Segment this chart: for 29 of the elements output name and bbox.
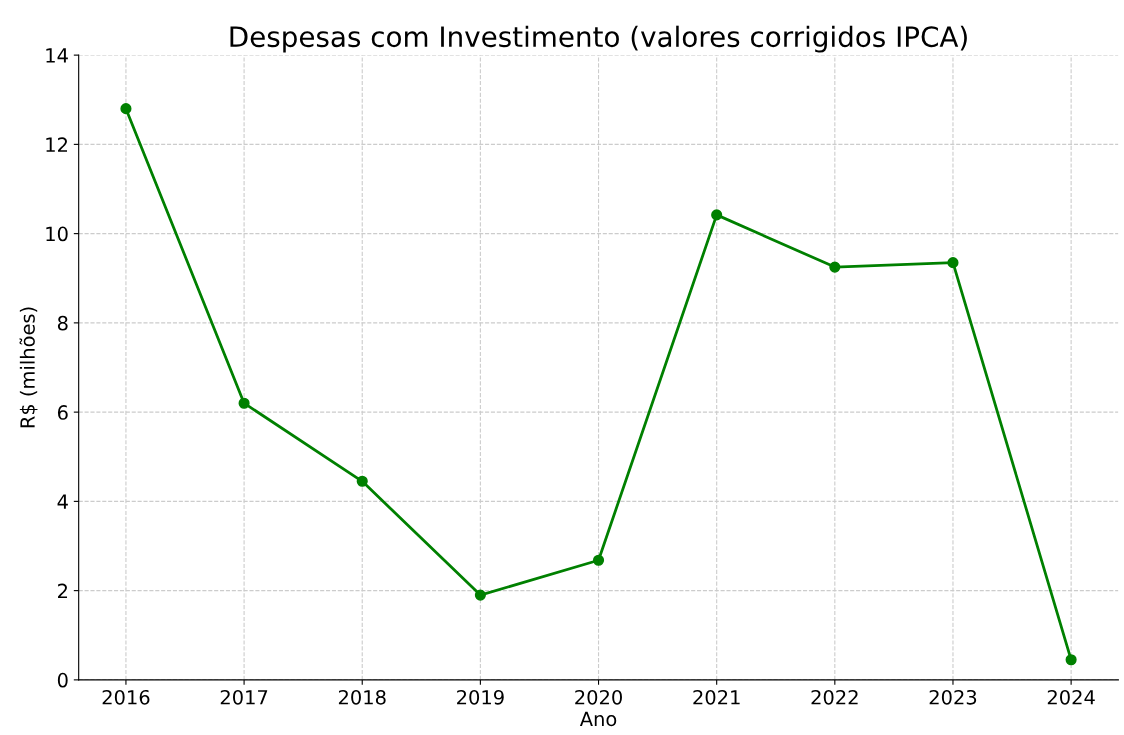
y-axis-title: R$ (milhões) <box>19 307 38 428</box>
x-tick-label: 2018 <box>338 689 386 705</box>
x-tick-label: 2022 <box>811 689 858 705</box>
y-tick-label: 10 <box>46 226 68 242</box>
x-tick-label: 2023 <box>929 689 977 705</box>
chart-title: Despesas com Investimento (valores corrigidos IPCA) <box>230 25 967 53</box>
y-tick-label: 0 <box>57 672 68 688</box>
x-axis-title: Ano <box>579 711 617 727</box>
x-tick-label: 2016 <box>102 689 150 705</box>
x-tick-label: 2021 <box>693 689 740 705</box>
y-tick-label: 4 <box>57 494 68 509</box>
y-tick-label: 2 <box>58 583 68 599</box>
point <box>1065 654 1077 666</box>
x-tick-label: 2020 <box>575 689 622 705</box>
point <box>829 261 841 273</box>
x-tick-label: 2017 <box>220 689 268 705</box>
y-tick-label: 8 <box>57 315 68 331</box>
point <box>356 475 368 487</box>
x-tick-label: 2024 <box>1047 689 1095 705</box>
point <box>120 103 132 115</box>
point <box>592 554 605 566</box>
point <box>711 209 723 221</box>
y-tick-label: 12 <box>46 137 68 152</box>
point <box>238 397 250 409</box>
point <box>947 257 959 269</box>
point <box>474 589 486 601</box>
x-tick-label: 2019 <box>457 689 504 705</box>
y-tick-label: 6 <box>57 405 68 420</box>
y-tick-label: 14 <box>46 48 68 63</box>
